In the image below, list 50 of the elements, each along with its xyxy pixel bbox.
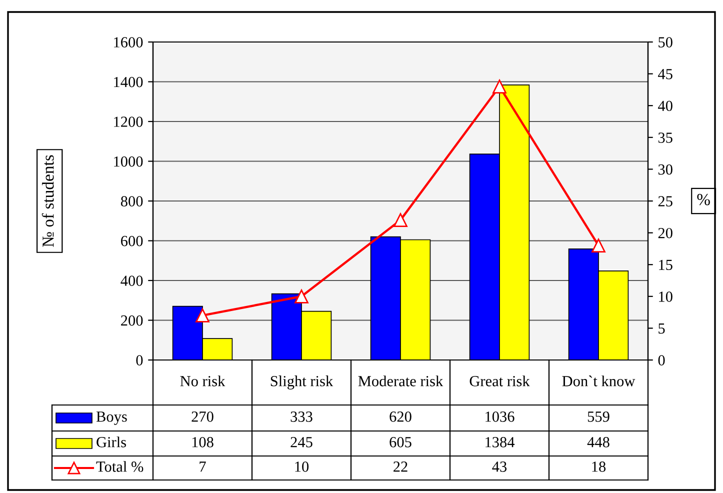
y2-tick-label: 25 bbox=[658, 196, 672, 206]
point bbox=[492, 80, 506, 94]
y2-tick-label: 15 bbox=[659, 260, 672, 270]
data-label: 108 bbox=[192, 437, 214, 448]
y2-axis-title: % bbox=[697, 194, 710, 206]
data-label: 1384 bbox=[486, 437, 515, 448]
point bbox=[196, 308, 210, 322]
y-tick-label: 0 bbox=[136, 355, 143, 366]
point bbox=[592, 238, 606, 252]
point bbox=[394, 213, 408, 228]
data-label: 22 bbox=[394, 462, 408, 472]
y2-tick-label: 40 bbox=[658, 100, 672, 112]
x-tick-label: Great risk bbox=[470, 376, 530, 386]
data-label: 559 bbox=[588, 412, 610, 422]
y-tick-label: 1600 bbox=[114, 37, 143, 48]
y-tick-label: 600 bbox=[121, 236, 143, 246]
y-tick-label: 200 bbox=[121, 315, 143, 326]
y2-tick-label: 0 bbox=[658, 355, 665, 366]
x-tick-label: Moderate risk bbox=[358, 376, 444, 386]
legend-label: Girls bbox=[96, 436, 126, 448]
y2-tick-label: 10 bbox=[659, 292, 672, 302]
legend-label: Total % bbox=[96, 461, 144, 472]
y2-tick-label: 45 bbox=[658, 69, 672, 80]
data-label: 18 bbox=[592, 462, 606, 472]
y2-tick-label: 50 bbox=[658, 37, 672, 48]
x-tick-label: Don`t know bbox=[562, 376, 636, 386]
data-label: 605 bbox=[390, 437, 412, 448]
data-label: 1036 bbox=[486, 412, 514, 422]
data-label: 7 bbox=[200, 462, 206, 472]
y-tick-label: 1400 bbox=[114, 76, 143, 88]
data-label: 10 bbox=[295, 462, 309, 472]
x-tick-label: Slight risk bbox=[270, 376, 334, 390]
data-label: 245 bbox=[290, 437, 312, 448]
data-label: 448 bbox=[587, 437, 610, 448]
data-label: 270 bbox=[192, 412, 214, 422]
y2-tick-label: 30 bbox=[658, 164, 672, 175]
y-tick-label: 1200 bbox=[114, 116, 143, 127]
data-label: 620 bbox=[390, 412, 412, 422]
data-label: 43 bbox=[492, 462, 507, 472]
y-axis-title: № of students bbox=[42, 155, 54, 247]
y-tick-label: 400 bbox=[120, 276, 143, 286]
y2-tick-label: 35 bbox=[658, 132, 672, 143]
y-tick-label: 1000 bbox=[114, 156, 143, 167]
y-tick-label: 800 bbox=[120, 196, 143, 206]
x-tick-label: No risk bbox=[180, 376, 226, 386]
legend-label: Boys bbox=[96, 412, 127, 425]
data-label: 333 bbox=[290, 412, 312, 422]
y2-tick-label: 5 bbox=[658, 323, 665, 334]
point bbox=[294, 289, 308, 304]
y2-tick-label: 20 bbox=[658, 228, 672, 238]
